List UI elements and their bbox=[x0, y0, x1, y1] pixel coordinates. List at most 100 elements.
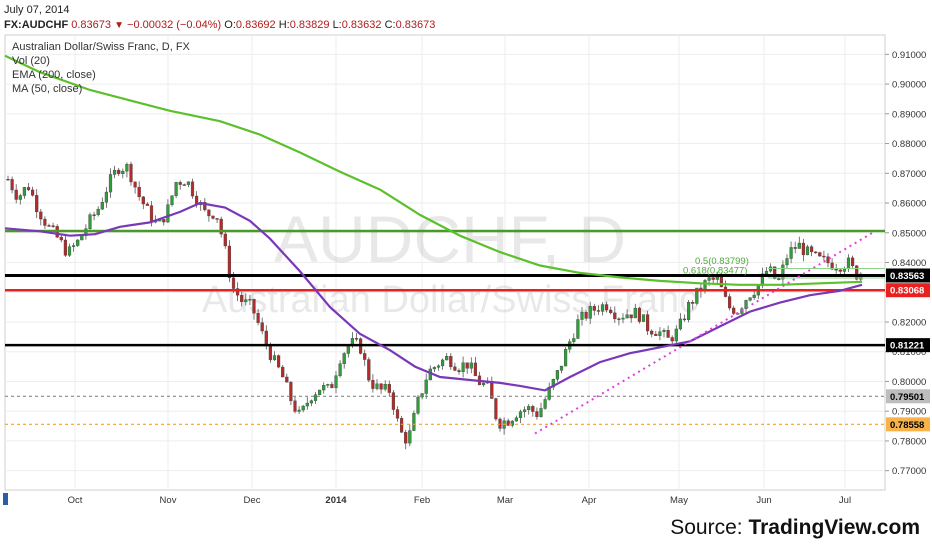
candle-body bbox=[662, 330, 666, 332]
low-value: 0.83632 bbox=[341, 19, 382, 31]
candle-body bbox=[51, 225, 55, 227]
close-label: C: bbox=[384, 19, 396, 31]
candle-body bbox=[297, 409, 301, 412]
ema200-line bbox=[4, 54, 863, 286]
y-tick-label: 0.79000 bbox=[892, 407, 926, 418]
candle-body bbox=[88, 214, 92, 229]
candle-body bbox=[338, 363, 342, 376]
grid bbox=[5, 35, 885, 490]
legend-vol[interactable]: Vol (20) bbox=[12, 55, 50, 67]
candle-body bbox=[408, 430, 412, 444]
candle-body bbox=[654, 333, 658, 336]
candle-body bbox=[535, 411, 539, 417]
candle-body bbox=[855, 265, 859, 280]
y-tick-label: 0.87000 bbox=[892, 169, 926, 180]
candle-body bbox=[744, 300, 748, 309]
open-value: 0.83692 bbox=[235, 19, 276, 31]
price-label-bg bbox=[886, 417, 930, 432]
candle-body bbox=[564, 348, 568, 367]
candle-body bbox=[227, 245, 231, 279]
fib-label-0: 0.5(0.83799) bbox=[695, 256, 749, 267]
candle-body bbox=[309, 400, 313, 404]
y-tick-label: 0.80000 bbox=[892, 377, 926, 388]
price-label: 0.81221 bbox=[890, 341, 925, 352]
price-labels: 0.83563 0.83068 0.81221 0.79501 0.78558 bbox=[886, 268, 930, 432]
y-tick-label: 0.91000 bbox=[892, 50, 926, 61]
candle-body bbox=[391, 392, 395, 410]
candle-body bbox=[449, 356, 453, 368]
candle-body bbox=[400, 418, 404, 433]
candle-body bbox=[687, 302, 691, 320]
candle-body bbox=[473, 362, 477, 377]
candle-body bbox=[63, 239, 67, 256]
candle-body bbox=[39, 211, 43, 220]
candle-body bbox=[518, 411, 523, 419]
candle-body bbox=[555, 370, 559, 380]
x-tick-label: Oct bbox=[68, 495, 83, 506]
candle-body bbox=[523, 409, 527, 412]
candle-body bbox=[412, 413, 416, 431]
x-axis-start-marker bbox=[3, 493, 8, 505]
price-label-bg bbox=[886, 268, 930, 283]
legend-ema[interactable]: EMA (200, close) bbox=[12, 69, 96, 81]
candle-body bbox=[539, 408, 543, 417]
candle-body bbox=[43, 218, 47, 226]
candle-body bbox=[588, 306, 592, 319]
candle-body bbox=[719, 276, 723, 288]
x-tick-label: Apr bbox=[582, 495, 597, 506]
y-tick-label: 0.86000 bbox=[892, 199, 926, 210]
candle-body bbox=[748, 297, 752, 301]
candle-body bbox=[108, 174, 113, 193]
candle-body bbox=[211, 215, 215, 219]
candle-body bbox=[92, 214, 96, 216]
candle-body bbox=[203, 202, 207, 211]
x-tick-label: 2014 bbox=[325, 495, 347, 506]
candle-body bbox=[453, 366, 457, 371]
y-tick-label: 0.88000 bbox=[892, 139, 926, 150]
candle-body bbox=[682, 318, 687, 321]
candle-body bbox=[395, 409, 400, 419]
candle-body bbox=[252, 299, 256, 314]
candle-body bbox=[514, 417, 518, 422]
candle-body bbox=[773, 266, 777, 279]
candle-body bbox=[781, 264, 785, 280]
candle-body bbox=[293, 400, 297, 412]
candle-body bbox=[814, 251, 818, 254]
fib-label-1: 0.618(0.83477) bbox=[683, 266, 747, 277]
candle-body bbox=[375, 383, 379, 389]
candle-body bbox=[125, 163, 129, 172]
legend-ma[interactable]: MA (50, close) bbox=[12, 83, 83, 95]
candle-body bbox=[609, 309, 613, 314]
legend-title[interactable]: Australian Dollar/Swiss Franc, D, FX bbox=[12, 41, 190, 53]
candle-body bbox=[506, 420, 510, 426]
candle-body bbox=[6, 179, 10, 181]
candle-body bbox=[646, 314, 650, 332]
candle-body bbox=[129, 163, 133, 183]
candle-body bbox=[572, 338, 576, 342]
candle-body bbox=[354, 338, 359, 340]
candle-body bbox=[641, 314, 646, 322]
fib-labels: 0.5(0.83799)0.618(0.83477) bbox=[683, 256, 885, 279]
candle-body bbox=[695, 287, 699, 304]
y-tick-label: 0.84000 bbox=[892, 258, 926, 269]
candle-body bbox=[256, 313, 260, 323]
candle-body bbox=[47, 225, 51, 227]
horizontal-levels bbox=[5, 229, 885, 425]
candle-body bbox=[117, 169, 121, 174]
candle-body bbox=[35, 195, 39, 213]
last-price: 0.83673 bbox=[71, 19, 111, 31]
candle-body bbox=[805, 246, 810, 256]
candle-body bbox=[71, 245, 76, 247]
candle-body bbox=[838, 269, 842, 272]
y-tick-label: 0.78000 bbox=[892, 436, 926, 447]
candle-body bbox=[166, 204, 170, 223]
candle-body bbox=[272, 355, 277, 361]
down-arrow-icon: ▼ bbox=[114, 20, 124, 31]
candle-body bbox=[633, 307, 637, 319]
candle-body bbox=[728, 296, 732, 309]
candle-body bbox=[785, 258, 789, 266]
candle-body bbox=[133, 181, 137, 188]
price-label: 0.78558 bbox=[890, 420, 924, 431]
candle-body bbox=[625, 314, 629, 319]
